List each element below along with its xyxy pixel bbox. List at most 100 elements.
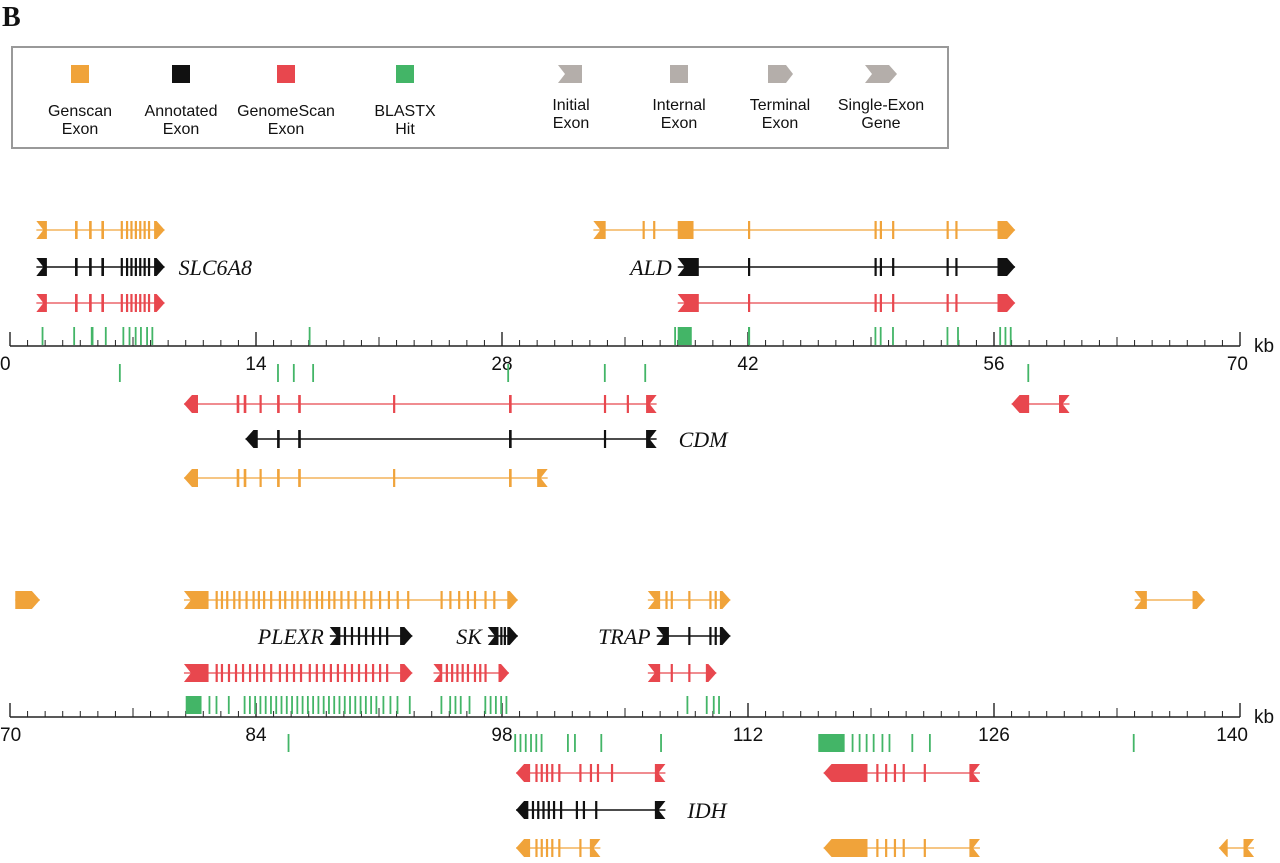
exon: [892, 258, 895, 276]
blastx-hit: [146, 327, 148, 345]
exon: [315, 664, 318, 682]
blastx-hit: [530, 734, 532, 752]
gene-label: SK: [456, 624, 483, 649]
exon: [379, 664, 382, 682]
exon: [1192, 591, 1205, 609]
blastx-hit: [999, 327, 1002, 345]
blastx-hit: [375, 696, 378, 714]
exon: [626, 395, 629, 413]
axis-unit: kb: [1254, 336, 1274, 357]
exon: [134, 258, 137, 276]
gene-unnamed-below-1: [1011, 395, 1070, 413]
exon: [589, 764, 593, 782]
legend-label-internal-line1: Internal: [652, 97, 705, 114]
tick-label: 28: [491, 354, 512, 375]
exon: [284, 591, 287, 609]
blastx-hit: [524, 734, 527, 752]
exon: [582, 801, 586, 819]
exon: [343, 627, 347, 645]
exon: [558, 764, 561, 782]
blastx-hit: [535, 734, 538, 752]
exon: [183, 395, 199, 413]
axis: 70 84 98 112 126 140 kb: [0, 703, 1274, 746]
exon: [969, 839, 980, 857]
exon: [400, 664, 413, 682]
exon: [143, 294, 146, 312]
exon: [823, 764, 868, 782]
exon: [677, 294, 699, 312]
exon: [654, 764, 666, 782]
blastx-hits-below: [118, 364, 1030, 382]
blastx-hit: [494, 696, 497, 714]
exon: [370, 591, 373, 609]
exon: [298, 469, 301, 487]
exon: [243, 395, 247, 413]
blastx-hit: [270, 696, 272, 714]
blastx-hit: [301, 696, 304, 714]
blastx-hit: [73, 327, 76, 345]
blastx-hit: [338, 696, 341, 714]
exon: [656, 627, 669, 645]
exon: [498, 664, 510, 682]
exon: [540, 839, 543, 857]
blastx-hit: [312, 364, 315, 382]
blastx-hit: [872, 734, 875, 752]
exon: [946, 258, 949, 276]
tick-label: 56: [983, 354, 1004, 375]
exon: [101, 258, 105, 276]
exon: [298, 395, 301, 413]
exon: [719, 591, 731, 609]
exon: [579, 839, 582, 857]
exon: [308, 591, 311, 609]
blastx-hit: [818, 734, 845, 752]
exon: [874, 294, 877, 312]
blastx-hit: [227, 696, 230, 714]
exon: [75, 221, 78, 239]
exon: [500, 627, 503, 645]
blastx-hit: [396, 696, 399, 714]
exon: [139, 294, 142, 312]
exon: [466, 664, 470, 682]
blastx-hit: [104, 327, 107, 345]
blastx-hit: [489, 696, 492, 714]
genscan-gene-model: [516, 839, 601, 857]
blastx-hit: [308, 327, 311, 345]
blastx-hit: [748, 327, 751, 345]
legend-swatch-terminal: [768, 65, 793, 83]
exon: [540, 764, 543, 782]
blastx-hits-below: [287, 734, 1135, 752]
exon: [277, 395, 280, 413]
legend-label-annotated-line1: Annotated: [145, 103, 218, 120]
exon: [603, 395, 607, 413]
exon: [507, 591, 518, 609]
genomescan-gene-model: [183, 395, 657, 413]
exon: [393, 395, 396, 413]
exon: [458, 591, 461, 609]
exon: [879, 258, 882, 276]
legend-label-blastx-line1: BLASTX: [374, 103, 436, 120]
blastx-hit: [389, 696, 392, 714]
exon: [101, 294, 105, 312]
exon: [379, 591, 382, 609]
blastx-hit: [540, 734, 543, 752]
exon: [997, 258, 1016, 276]
exon: [516, 801, 529, 819]
legend-swatch-initial: [558, 65, 582, 83]
legend-label-terminal-line1: Terminal: [750, 97, 810, 114]
exon: [322, 664, 325, 682]
blastx-hit: [851, 734, 854, 752]
exon: [665, 591, 668, 609]
exon: [245, 591, 248, 609]
exon: [647, 664, 661, 682]
blastx-hit: [277, 364, 279, 382]
exon: [147, 258, 151, 276]
gene-plexr: PLEXR: [183, 591, 518, 682]
exon: [670, 591, 673, 609]
blastx-hit: [514, 734, 517, 752]
exon: [923, 839, 926, 857]
exon: [147, 221, 151, 239]
genomescan-gene-model: [677, 294, 1016, 312]
